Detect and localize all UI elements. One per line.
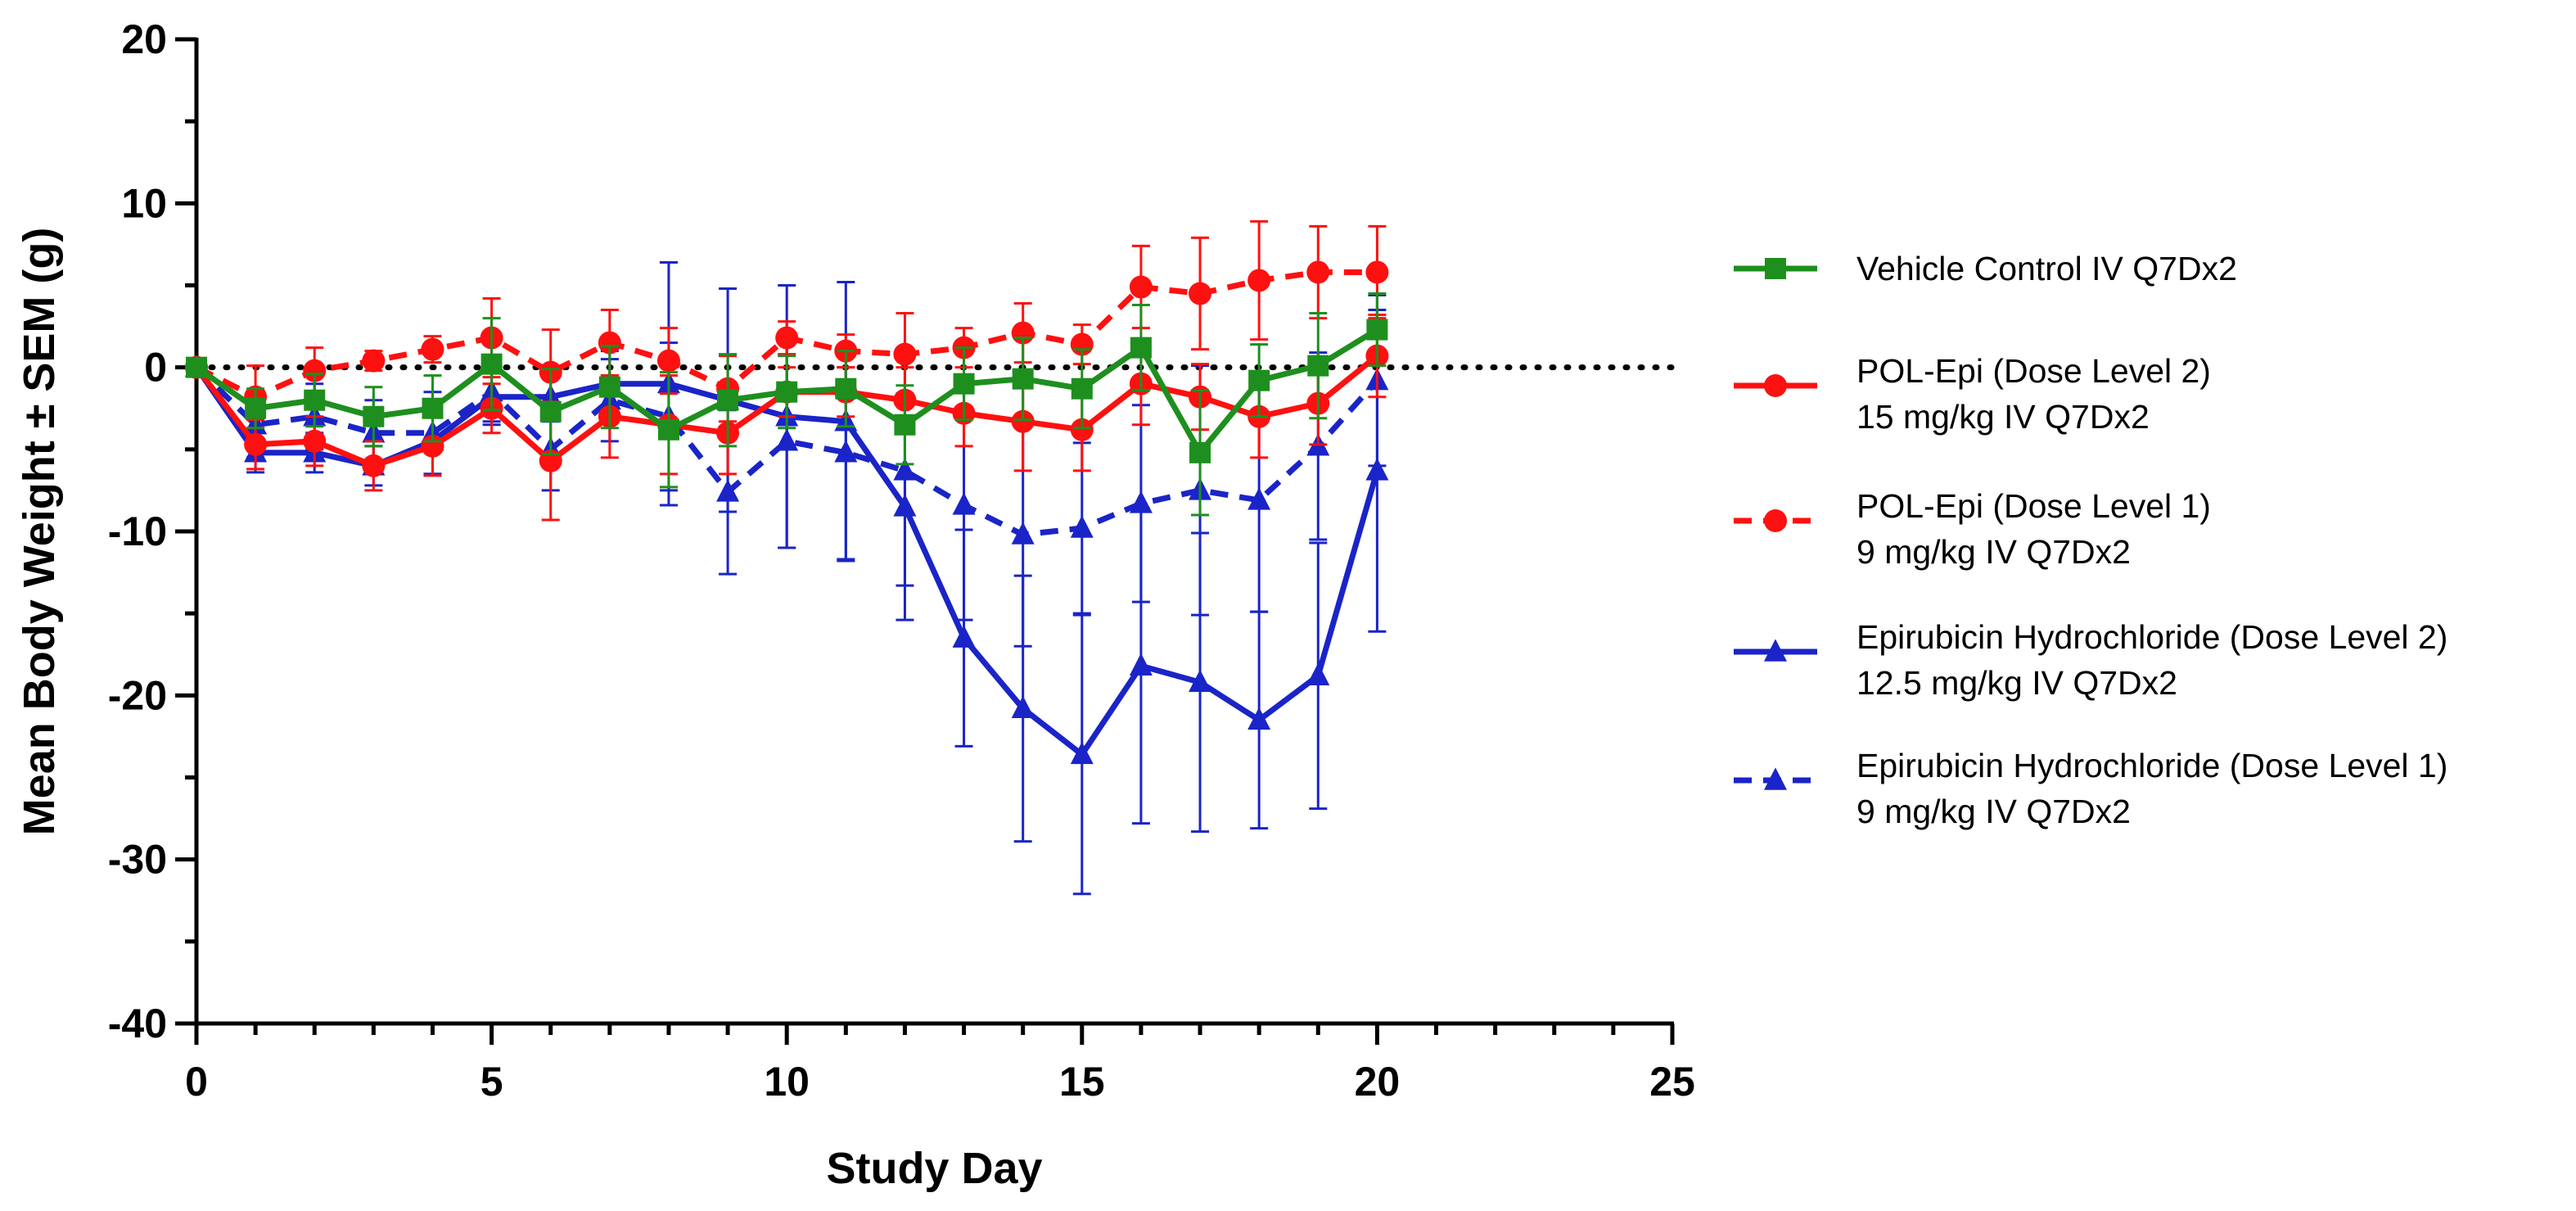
- data-point: [1366, 319, 1388, 341]
- x-axis-title: Study Day: [826, 1144, 1042, 1193]
- legend-entry-2: POL-Epi (Dose Level 1) 9 mg/kg IV Q7Dx2: [1734, 487, 2211, 571]
- data-point: [186, 356, 207, 378]
- series-0: [186, 292, 1388, 517]
- data-point: [716, 479, 740, 502]
- data-point: [362, 454, 386, 477]
- data-point: [717, 389, 739, 411]
- data-point: [363, 405, 385, 427]
- data-point: [1011, 409, 1035, 433]
- legend-marker: [1764, 767, 1787, 790]
- data-point: [245, 397, 267, 419]
- y-tick-label: -40: [108, 1001, 167, 1046]
- series-group: [185, 219, 1389, 896]
- data-point: [362, 349, 386, 373]
- data-point: [775, 428, 799, 451]
- data-point: [421, 337, 444, 361]
- data-point: [1011, 522, 1035, 544]
- data-point: [1307, 355, 1329, 377]
- data-point: [1070, 515, 1094, 538]
- data-point: [1247, 487, 1271, 510]
- data-point: [1070, 741, 1094, 765]
- data-point: [952, 625, 976, 648]
- data-point: [1189, 282, 1212, 305]
- legend-label: Epirubicin Hydrochloride (Dose Level 1): [1856, 747, 2447, 784]
- data-point: [244, 432, 268, 456]
- data-point: [1247, 269, 1271, 292]
- data-point: [894, 413, 916, 436]
- y-tick-label: -10: [108, 508, 167, 554]
- data-point: [304, 389, 326, 411]
- legend-label: 9 mg/kg IV Q7Dx2: [1856, 533, 2131, 571]
- data-point: [1129, 275, 1153, 299]
- data-point: [1070, 418, 1094, 441]
- data-point: [835, 377, 857, 400]
- y-tick-label: -20: [108, 672, 167, 718]
- legend-marker: [1764, 509, 1787, 532]
- legend-label: POL-Epi (Dose Level 1): [1856, 487, 2211, 525]
- x-tick-label: 10: [764, 1059, 810, 1105]
- data-point: [303, 429, 327, 453]
- data-point: [953, 373, 975, 395]
- y-tick-label: -30: [108, 837, 167, 883]
- data-point: [776, 381, 798, 403]
- data-point: [1130, 337, 1152, 359]
- legend-label: 9 mg/kg IV Q7Dx2: [1856, 793, 2131, 830]
- data-point: [1306, 662, 1330, 685]
- ticks: -40 -30 -20 -10 0 10 20 0 5 10 15 20 25: [108, 16, 1695, 1105]
- data-point: [952, 492, 976, 515]
- legend-label: POL-Epi (Dose Level 2): [1856, 352, 2211, 390]
- x-tick-label: 20: [1355, 1059, 1401, 1105]
- data-point: [1011, 695, 1035, 719]
- legend-label: 15 mg/kg IV Q7Dx2: [1856, 398, 2150, 436]
- axes: [194, 38, 1674, 1026]
- legend: Vehicle Control IV Q7Dx2 POL-Epi (Dose Le…: [1734, 250, 2447, 830]
- y-tick-label: 0: [144, 345, 167, 391]
- data-point: [1012, 368, 1034, 390]
- legend-label: 12.5 mg/kg IV Q7Dx2: [1856, 664, 2177, 702]
- x-tick-label: 0: [185, 1059, 208, 1105]
- legend-label: Vehicle Control IV Q7Dx2: [1856, 250, 2237, 287]
- data-point: [539, 400, 562, 422]
- legend-entry-4: Epirubicin Hydrochloride (Dose Level 1) 9…: [1734, 747, 2447, 830]
- data-point: [775, 326, 799, 350]
- legend-marker: [1764, 639, 1787, 662]
- data-point: [1189, 669, 1212, 693]
- legend-marker: [1764, 374, 1787, 397]
- data-point: [893, 458, 917, 481]
- data-point: [893, 342, 917, 366]
- data-point: [1129, 653, 1153, 676]
- data-point: [1247, 707, 1271, 730]
- legend-marker: [1765, 258, 1786, 279]
- data-point: [1306, 260, 1330, 284]
- data-point: [834, 440, 858, 463]
- data-point: [480, 353, 503, 375]
- data-point: [1189, 441, 1211, 463]
- legend-entry-1: POL-Epi (Dose Level 2) 15 mg/kg IV Q7Dx2: [1734, 352, 2211, 436]
- series-line: [194, 365, 1380, 538]
- data-point: [1365, 260, 1389, 284]
- data-point: [656, 349, 680, 373]
- y-tick-label: 10: [121, 180, 167, 226]
- data-point: [598, 331, 621, 355]
- data-point: [303, 359, 327, 382]
- data-point: [1129, 490, 1153, 513]
- legend-entry-3: Epirubicin Hydrochloride (Dose Level 2) 1…: [1734, 618, 2447, 702]
- y-axis-title: Mean Body Weight ± SEM (g): [15, 228, 64, 836]
- x-tick-label: 15: [1059, 1059, 1105, 1105]
- data-point: [1365, 458, 1389, 481]
- legend-label: Epirubicin Hydrochloride (Dose Level 2): [1856, 618, 2447, 656]
- legend-entry-0: Vehicle Control IV Q7Dx2: [1734, 250, 2237, 287]
- data-point: [657, 418, 679, 441]
- x-tick-label: 5: [480, 1059, 503, 1105]
- data-point: [1248, 369, 1270, 391]
- data-point: [422, 397, 444, 419]
- y-tick-label: 20: [121, 16, 167, 62]
- data-point: [1071, 377, 1093, 400]
- data-point: [598, 376, 620, 398]
- x-tick-label: 25: [1649, 1059, 1695, 1105]
